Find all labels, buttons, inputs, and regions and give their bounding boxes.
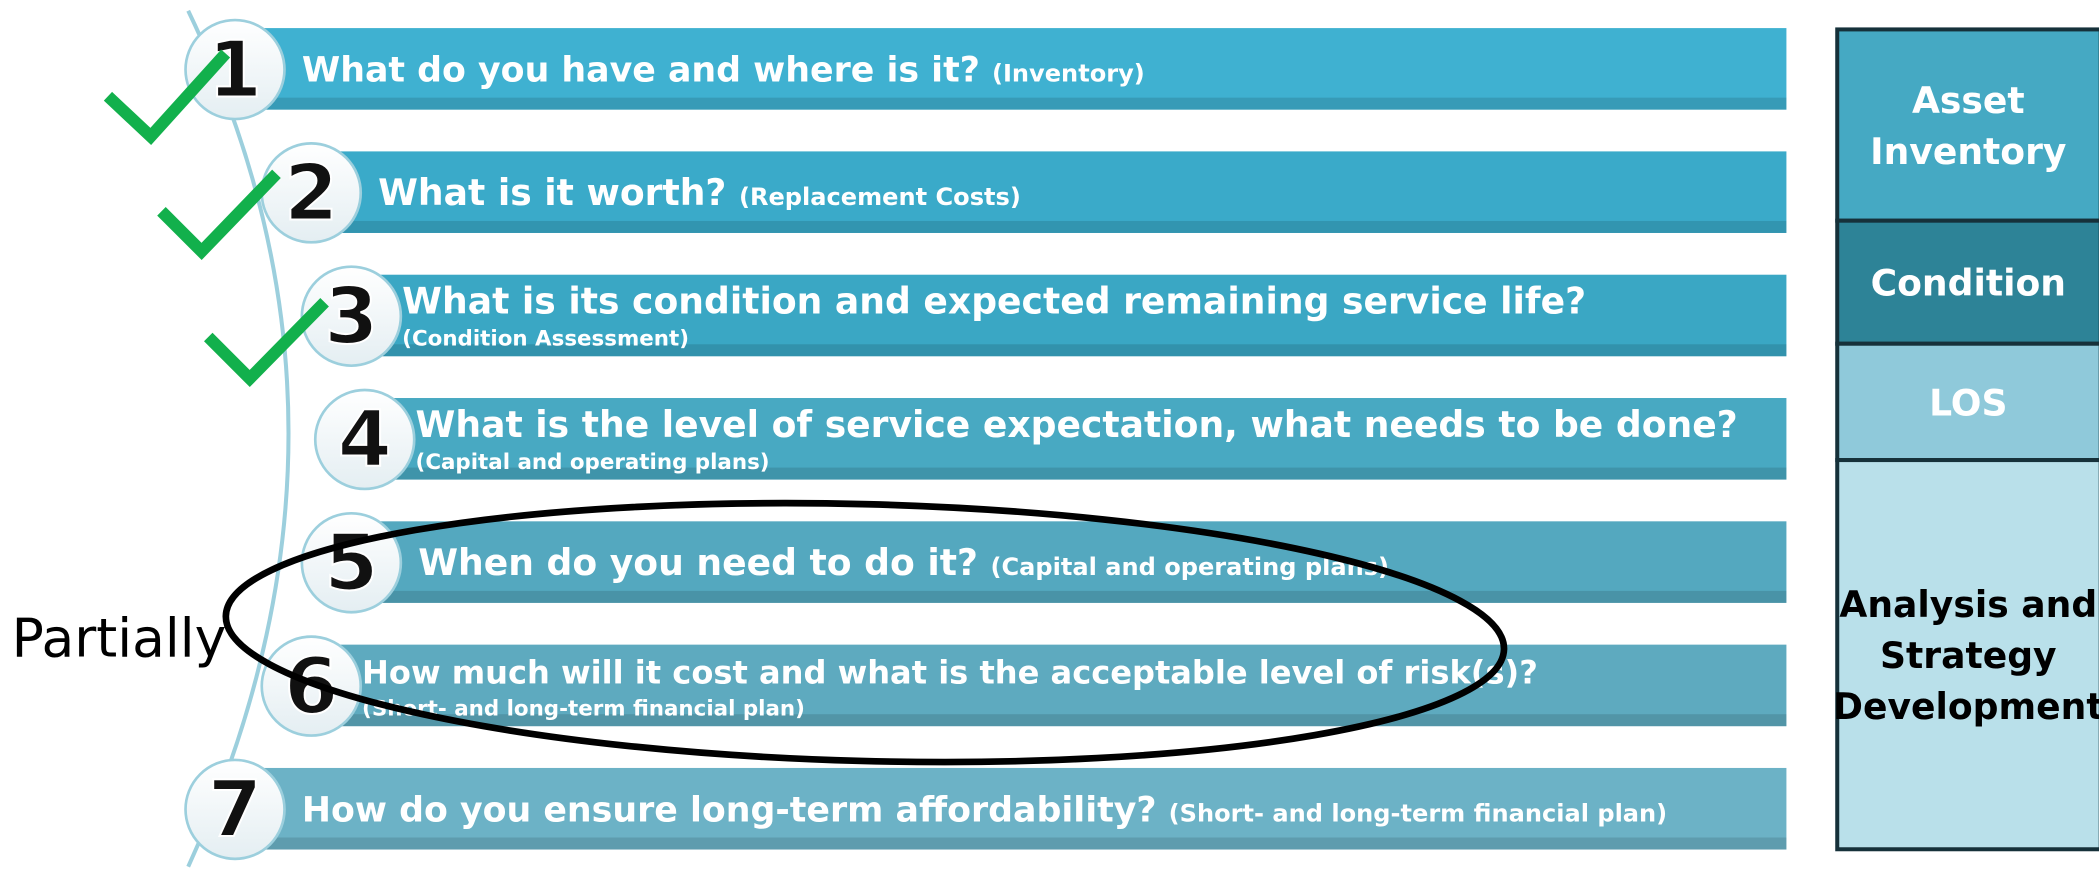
sidebar-section [1835,341,2099,463]
step-question: What is it worth? [378,171,726,214]
step-bar-shade [364,467,1787,480]
highlight-ellipse [222,499,1508,766]
step-bar-shade [311,714,1787,727]
step-question: What is its condition and expected remai… [402,279,1586,322]
sidebar-section [1835,458,2099,852]
step-question: What is the level of service expectation… [416,403,1738,446]
sidebar-label: Inventory [1870,130,2066,173]
step-detail: (Short- and long-term financial plan) [1169,799,1668,827]
step-number: 6 [284,642,338,732]
sidebar-label: Asset [1912,79,2025,122]
sidebar-label: Development [1833,685,2099,728]
sidebar-label: LOS [1929,381,2007,424]
step-question: When do you need to do it? [418,541,978,584]
step-bar [351,274,1787,357]
step-text: How do you ensure long-term affordabilit… [302,790,1667,830]
step-bar [311,151,1787,233]
step-detail: (Replacement Costs) [739,183,1021,211]
step-number: 4 [338,395,392,485]
connector-curve [186,9,291,868]
steps: 1 What do you have and where is it? (Inve… [184,18,1787,861]
sidebar-label: Analysis and [1839,583,2097,626]
checkmark [157,169,281,261]
step-number: 3 [324,272,378,362]
step-question: How much will it cost and what is the ac… [362,653,1538,691]
step-bar-shade [351,590,1787,603]
step-bar-shade [235,837,1787,850]
step-bar [235,28,1787,110]
step-question: What do you have and where is it? [302,51,980,91]
step-bar [311,644,1787,727]
step-circle [184,18,286,121]
sidebar-section [1835,27,2099,223]
checkmark [204,298,329,388]
annotation: Partially [12,607,227,670]
step-detail: (Condition Assessment) [402,327,689,352]
step-circle [313,388,416,491]
step-circle [184,758,286,861]
step-number: 7 [208,765,262,855]
step-text: What is it worth? (Replacement Costs) [378,171,1021,214]
sidebar-label: Strategy [1880,634,2057,677]
step-bar-shade [351,344,1787,357]
step-bar-shade [235,97,1787,110]
step-bar-shade [311,220,1787,233]
step-bar [364,398,1787,480]
sidebar-label: Condition [1871,262,2066,305]
step-number: 2 [284,149,338,239]
step-bar [351,521,1787,603]
sidebar: Asset Inventory Condition LOS Analysis and St… [1833,27,2099,852]
step-circle [300,265,403,367]
checkmark [103,49,231,146]
step-text: What do you have and where is it? (Inven… [302,51,1145,91]
step-detail: (Capital and operating plans) [416,450,770,475]
step-number: 5 [324,519,378,609]
step-question: How do you ensure long-term affordabilit… [302,790,1157,830]
step-bar [235,767,1787,850]
step-detail: (Inventory) [992,60,1145,88]
